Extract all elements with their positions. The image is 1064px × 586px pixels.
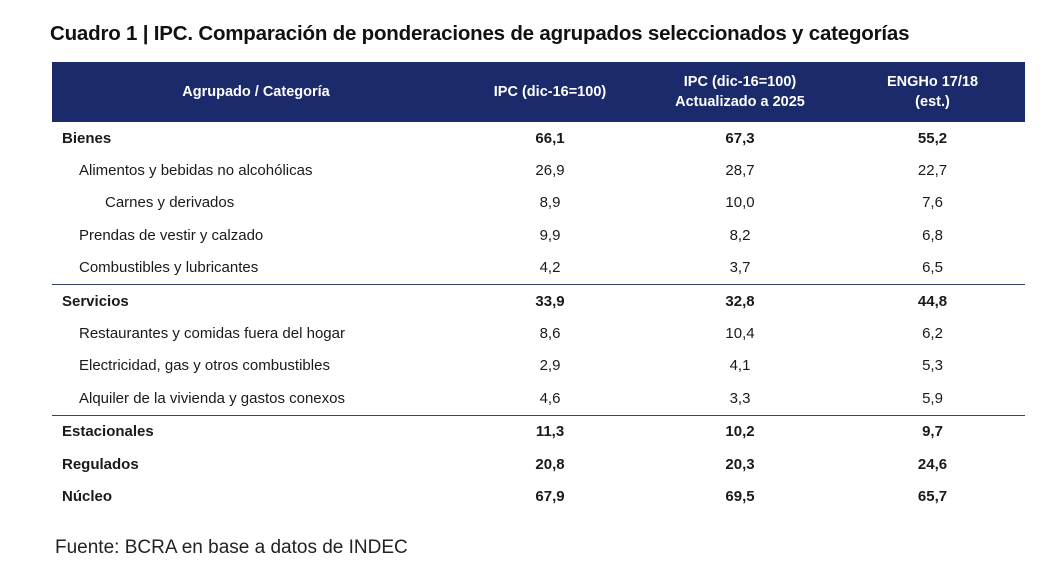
- table-row: Restaurantes y comidas fuera del hogar 8,…: [52, 317, 1025, 349]
- row-value: 5,3: [922, 357, 943, 375]
- row-value: 32,8: [725, 292, 755, 310]
- row-label: Combustibles y lubricantes: [52, 251, 460, 285]
- table-row: Carnes y derivados 8,9 10,0 7,6: [52, 187, 1025, 219]
- row-value: 9,7: [922, 423, 943, 441]
- row-value: 4,2: [460, 251, 640, 285]
- header-category: Agrupado / Categoría: [182, 84, 330, 100]
- row-value: 2,9: [539, 357, 561, 375]
- row-value: 55,2: [917, 129, 948, 147]
- row-value: 8,9: [539, 194, 561, 212]
- table-row: Electricidad, gas y otros combustibles 2,…: [52, 350, 1025, 382]
- header-ipc-updated-line2: Actualizado a 2025: [675, 94, 805, 110]
- table-title: Cuadro 1 | IPC. Comparación de ponderaci…: [50, 22, 910, 45]
- row-label: Electricidad, gas y otros combustibles: [79, 357, 330, 375]
- table-row: Prendas de vestir y calzado 9,9 8,2 6,8: [52, 219, 1025, 251]
- row-value: 6,5: [840, 251, 1025, 285]
- row-value: 6,8: [922, 226, 943, 244]
- header-ipc: IPC (dic-16=100): [493, 84, 607, 100]
- table-row: Estacionales 11,3 10,2 9,7: [52, 415, 1025, 448]
- row-label: Carnes y derivados: [105, 194, 235, 212]
- row-value: 4,1: [729, 357, 751, 375]
- row-value: 20,3: [725, 455, 755, 473]
- row-value: 10,4: [725, 325, 755, 343]
- header-engho: ENGHo 17/18 (est.): [840, 62, 1025, 122]
- row-value: 33,9: [535, 292, 565, 310]
- row-value: 67,9: [535, 487, 565, 505]
- row-value: 66,1: [535, 129, 565, 147]
- header-engho-line1: ENGHo 17/18: [886, 74, 979, 90]
- row-value: 26,9: [535, 162, 565, 180]
- source-note: Fuente: BCRA en base a datos de INDEC: [55, 537, 408, 558]
- row-value: 9,9: [539, 226, 561, 244]
- row-label: Alquiler de la vivienda y gastos conexos: [52, 382, 460, 416]
- row-value: 10,0: [725, 194, 755, 212]
- weights-table: Agrupado / Categoría IPC (dic-16=100) IP…: [52, 62, 1025, 513]
- table-row: Combustibles y lubricantes 4,2 3,7 6,5: [52, 251, 1025, 285]
- row-value: 3,7: [640, 251, 840, 285]
- table-row: Núcleo 67,9 69,5 65,7: [52, 480, 1025, 512]
- table-header-row: Agrupado / Categoría IPC (dic-16=100) IP…: [52, 62, 1025, 122]
- row-value: 65,7: [917, 487, 948, 505]
- table-row: Regulados 20,8 20,3 24,6: [52, 448, 1025, 480]
- row-value: 67,3: [725, 129, 755, 147]
- row-value: 7,6: [922, 194, 943, 212]
- header-ipc-updated: IPC (dic-16=100) Actualizado a 2025: [640, 62, 840, 122]
- table-row: Servicios 33,9 32,8 44,8: [52, 284, 1025, 317]
- row-value: 8,6: [539, 325, 561, 343]
- row-label: Servicios: [62, 292, 129, 310]
- header-engho-line2: (est.): [915, 94, 950, 110]
- row-value: 6,2: [922, 325, 943, 343]
- header-ipc-updated-line1: IPC (dic-16=100): [683, 74, 797, 90]
- row-label: Bienes: [62, 129, 112, 147]
- row-value: 10,2: [725, 423, 755, 441]
- row-value: 4,6: [460, 382, 640, 416]
- row-label: Estacionales: [62, 423, 154, 441]
- row-label: Núcleo: [62, 487, 113, 505]
- row-value: 3,3: [640, 382, 840, 416]
- row-value: 8,2: [729, 226, 751, 244]
- row-value: 28,7: [725, 162, 755, 180]
- row-value: 5,9: [840, 382, 1025, 416]
- table-row: Bienes 66,1 67,3 55,2: [52, 122, 1025, 154]
- row-label: Regulados: [62, 455, 139, 473]
- row-label: Restaurantes y comidas fuera del hogar: [79, 325, 345, 343]
- row-value: 11,3: [535, 423, 565, 441]
- row-label: Alimentos y bebidas no alcohólicas: [79, 162, 313, 180]
- row-value: 69,5: [725, 487, 755, 505]
- table-row: Alimentos y bebidas no alcohólicas 26,9 28…: [52, 154, 1025, 186]
- table-row: Alquiler de la vivienda y gastos conexos…: [52, 382, 1025, 416]
- row-value: 22,7: [917, 162, 948, 180]
- row-value: 24,6: [917, 455, 948, 473]
- row-value: 20,8: [535, 455, 565, 473]
- row-value: 44,8: [917, 292, 948, 310]
- row-label: Prendas de vestir y calzado: [79, 226, 264, 244]
